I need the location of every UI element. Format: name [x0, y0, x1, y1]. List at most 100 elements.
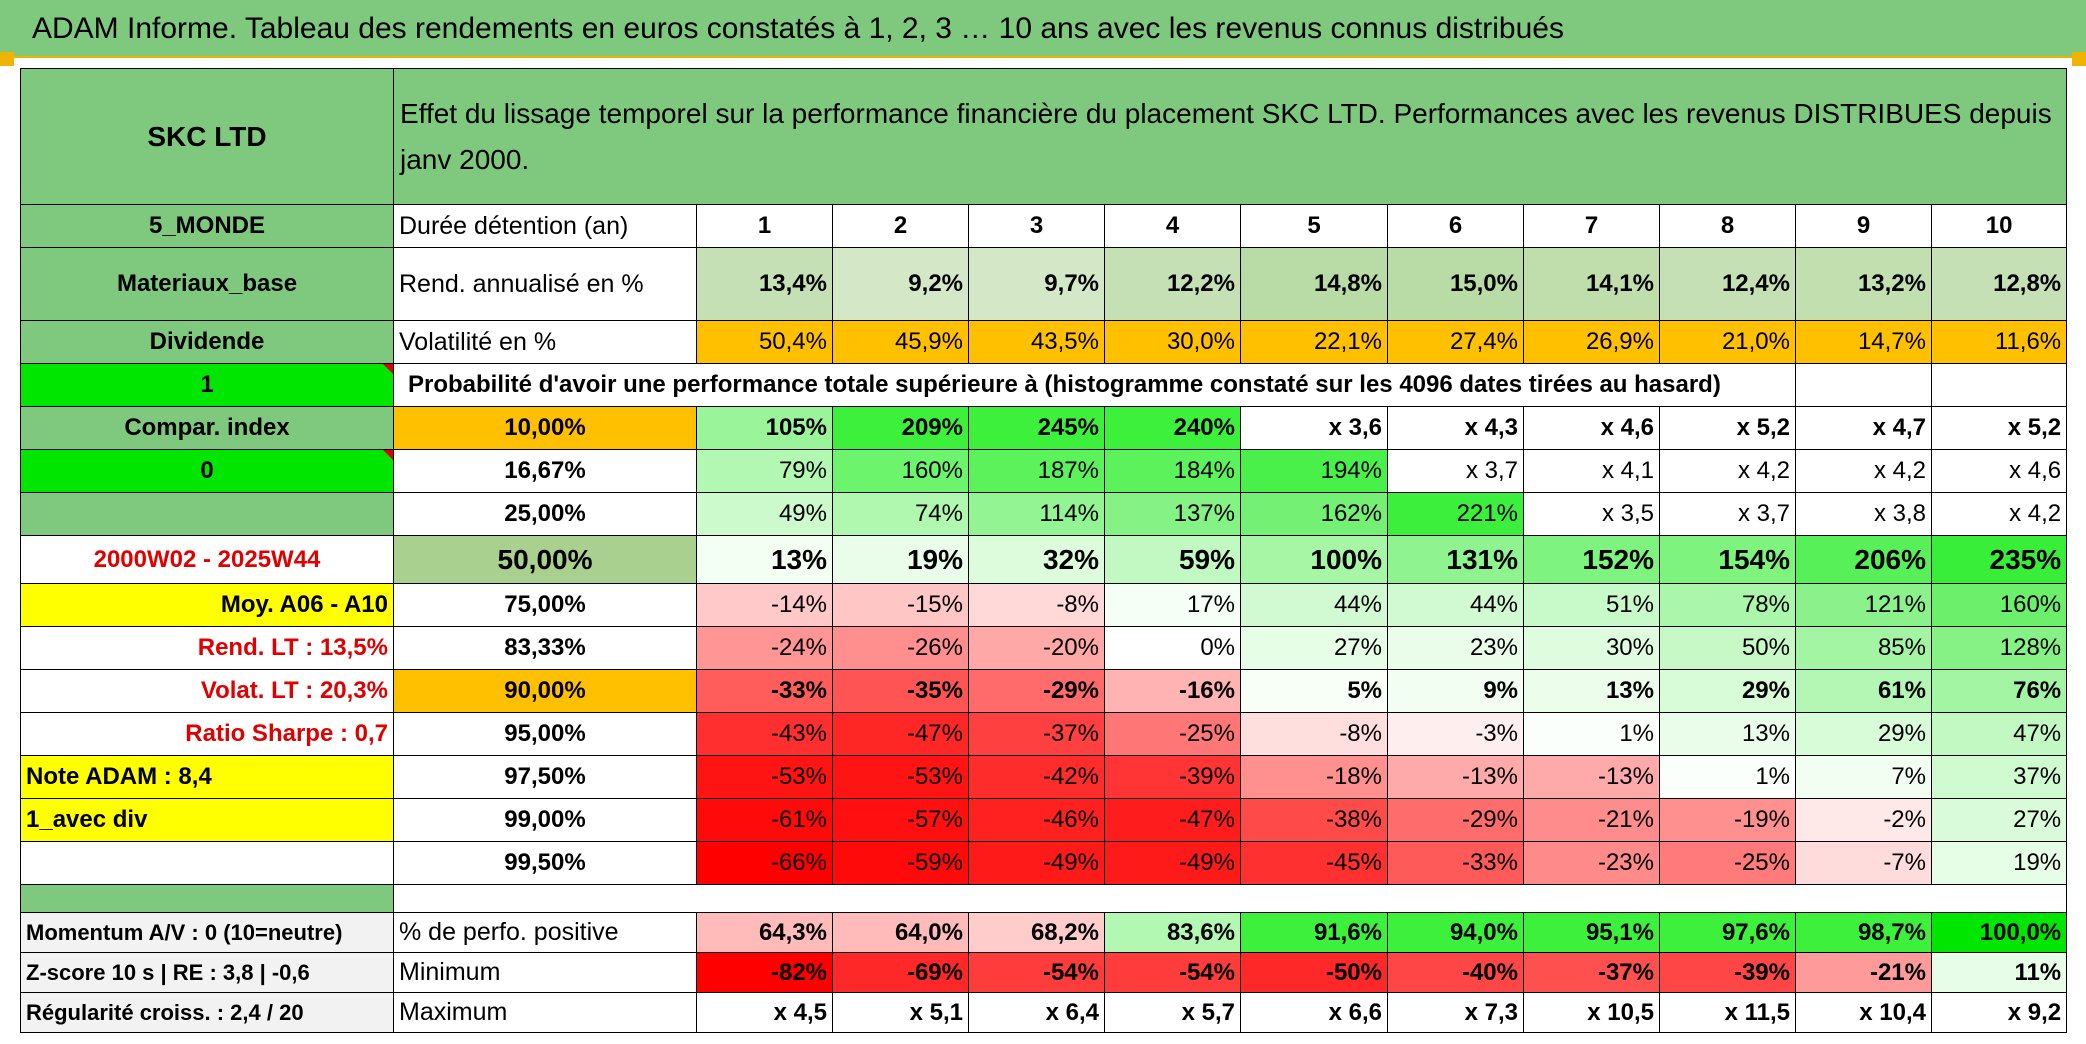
percentile-value-cell: 49%	[696, 492, 833, 536]
percentile-row: Volat. LT : 20,3% 90,00% -33% -35% -29% -16% 5…	[20, 669, 2068, 713]
percentile-label: 10,00%	[393, 406, 697, 450]
header-row: SKC LTD Effet du lissage temporel sur la…	[20, 68, 2068, 205]
percentile-value-cell: -42%	[968, 755, 1105, 799]
percentile-value-cell: -18%	[1240, 755, 1388, 799]
percentile-row: Compar. index 10,00% 105% 209% 245% 240% x 3,6…	[20, 406, 2068, 450]
positive-cell: 95,1%	[1523, 912, 1660, 953]
percentile-value-cell: 137%	[1104, 492, 1241, 536]
percentile-label: 83,33%	[393, 626, 697, 670]
maximum-cell: x 6,4	[968, 992, 1105, 1033]
note-label: Note ADAM : 8,4	[20, 755, 394, 799]
rend-row: Materiaux_base Rend. annualisé en % 13,4…	[20, 247, 2068, 321]
moy-label: Moy. A06 - A10	[20, 583, 394, 627]
percentile-value-cell: -7%	[1795, 841, 1932, 885]
percentile-value-cell: -49%	[968, 841, 1105, 885]
percentile-value-cell: -37%	[968, 712, 1105, 756]
rend-cell: 13,2%	[1795, 247, 1932, 321]
percentile-value-cell: x 4,6	[1930, 449, 2068, 493]
sector-label: Materiaux_base	[20, 247, 394, 321]
percentile-row: Moy. A06 - A10 75,00% -14% -15% -8% 17% 44% 44%…	[20, 583, 2068, 627]
percentile-value-cell: 13%	[696, 535, 833, 584]
percentile-value-cell: 128%	[1930, 626, 2068, 670]
percentile-value-cell: -26%	[832, 626, 969, 670]
minimum-cell: 11%	[1930, 952, 2068, 993]
asset-name: SKC LTD	[20, 68, 394, 205]
percentile-row: 0 16,67% 79% 160% 187% 184% 194% x 3,7 x 4,1 x 4,…	[20, 449, 2068, 493]
positive-side-label: Momentum A/V : 0 (10=neutre)	[20, 912, 394, 953]
rend-cell: 9,7%	[968, 247, 1105, 321]
percentile-value-cell: 61%	[1795, 669, 1932, 713]
percentile-value-cell: 187%	[968, 449, 1105, 493]
percentile-value-cell: -43%	[696, 712, 833, 756]
percentile-value-cell: 29%	[1795, 712, 1932, 756]
percentile-value-cell: 30%	[1523, 626, 1660, 670]
percentile-value-cell: -53%	[696, 755, 833, 799]
proba-row: 1 Probabilité d'avoir une performance to…	[20, 363, 2068, 407]
flag-cell-1[interactable]: 1	[20, 363, 394, 407]
percentile-value-cell: 13%	[1523, 669, 1660, 713]
volat-lt-label: Volat. LT : 20,3%	[20, 669, 394, 713]
maximum-cell: x 4,5	[696, 992, 833, 1033]
percentile-value-cell: 160%	[1930, 583, 2068, 627]
percentile-value-cell: x 3,7	[1387, 449, 1524, 493]
positive-cell: 83,6%	[1104, 912, 1241, 953]
vol-cell: 14,7%	[1795, 320, 1932, 364]
vol-cell: 50,4%	[696, 320, 833, 364]
percentile-value-cell: -21%	[1523, 798, 1660, 842]
maximum-cell: x 5,7	[1104, 992, 1241, 1033]
percentile-value-cell: 194%	[1240, 449, 1388, 493]
vol-cell: 43,5%	[968, 320, 1105, 364]
percentile-value-cell: x 4,3	[1387, 406, 1524, 450]
percentile-value-cell: 240%	[1104, 406, 1241, 450]
percentile-value-cell: -19%	[1659, 798, 1796, 842]
percentile-label: 16,67%	[393, 449, 697, 493]
year-cell: 6	[1387, 204, 1524, 248]
rend-cell: 9,2%	[832, 247, 969, 321]
percentile-value-cell: -47%	[832, 712, 969, 756]
minimum-cell: -21%	[1795, 952, 1932, 993]
vol-cell: 30,0%	[1104, 320, 1241, 364]
percentile-value-cell: x 4,7	[1795, 406, 1932, 450]
minimum-cell: -69%	[832, 952, 969, 993]
percentile-value-cell: 121%	[1795, 583, 1932, 627]
percentile-label: 25,00%	[393, 492, 697, 536]
year-cell: 2	[832, 204, 969, 248]
percentile-value-cell: 32%	[968, 535, 1105, 584]
percentile-value-cell: x 4,1	[1523, 449, 1660, 493]
percentile-value-cell: 0%	[1104, 626, 1241, 670]
percentile-value-cell: 221%	[1387, 492, 1524, 536]
percentile-value-cell: -23%	[1523, 841, 1660, 885]
percentile-value-cell: 19%	[1930, 841, 2068, 885]
minimum-cell: -82%	[696, 952, 833, 993]
vol-cell: 22,1%	[1240, 320, 1388, 364]
percentile-value-cell: 184%	[1104, 449, 1241, 493]
percentile-label: 99,00%	[393, 798, 697, 842]
percentile-value-cell: -15%	[832, 583, 969, 627]
flag-cell-2[interactable]: 0	[20, 449, 394, 493]
percentile-value-cell: -35%	[832, 669, 969, 713]
percentile-value-cell: 245%	[968, 406, 1105, 450]
percentile-value-cell: x 3,6	[1240, 406, 1388, 450]
percentile-value-cell: 9%	[1387, 669, 1524, 713]
percentile-value-cell: 1%	[1523, 712, 1660, 756]
percentile-value-cell: 27%	[1240, 626, 1388, 670]
percentile-value-cell: 44%	[1387, 583, 1524, 627]
percentile-value-cell: 51%	[1523, 583, 1660, 627]
proba-heading: Probabilité d'avoir une performance tota…	[393, 363, 1796, 407]
empty-cell	[1795, 363, 1932, 407]
percentile-value-cell: -24%	[696, 626, 833, 670]
percentile-value-cell: 59%	[1104, 535, 1241, 584]
maximum-cell: x 7,3	[1387, 992, 1524, 1033]
percentile-value-cell: -25%	[1104, 712, 1241, 756]
percentile-value-cell: -2%	[1795, 798, 1932, 842]
vol-cell: 26,9%	[1523, 320, 1660, 364]
percentile-value-cell: x 3,7	[1659, 492, 1796, 536]
percentile-value-cell: 154%	[1659, 535, 1796, 584]
positive-cell: 64,3%	[696, 912, 833, 953]
percentile-row: 25,00% 49% 74% 114% 137% 162% 221% x 3,5 x 3,7 x …	[20, 492, 2068, 536]
percentile-value-cell: 74%	[832, 492, 969, 536]
positive-cell: 97,6%	[1659, 912, 1796, 953]
percentile-value-cell: 162%	[1240, 492, 1388, 536]
percentile-value-cell: 1%	[1659, 755, 1796, 799]
percentile-value-cell: 50%	[1659, 626, 1796, 670]
